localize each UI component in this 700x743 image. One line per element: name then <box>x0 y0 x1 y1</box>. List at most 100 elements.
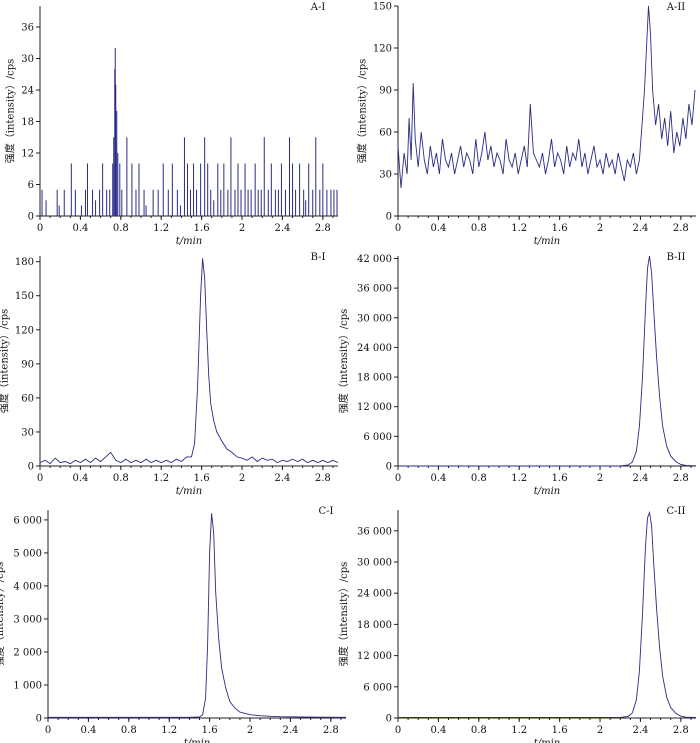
x-axis-title: t/min <box>534 738 561 743</box>
x-tick-label: 0 <box>45 725 51 736</box>
x-tick-label: 2.8 <box>323 725 339 736</box>
chart-panel-A-I: 0 0.4 0.8 1.2 1.6 2 2.4 2.8 0 6 12 18 24 30 36 t/min 强度（… <box>4 2 338 247</box>
y-tick-label: 5 000 <box>13 548 42 559</box>
y-tick-label: 90 <box>21 359 34 370</box>
x-tick-label: 1.2 <box>511 725 527 736</box>
y-tick-label: 30 <box>21 54 34 65</box>
y-tick-label: 18 000 <box>357 373 392 384</box>
y-tick-label: 6 <box>28 180 34 191</box>
panel-label: A-II <box>666 2 686 13</box>
y-tick-label: 120 <box>15 325 34 336</box>
y-tick-label: 36 000 <box>357 284 392 295</box>
x-axis-title: t/min <box>176 486 203 497</box>
y-tick-label: 12 <box>21 149 34 160</box>
x-tick-label: 2.8 <box>673 473 689 484</box>
y-tick-label: 0 <box>386 714 392 725</box>
chromatogram-trace <box>397 5 696 189</box>
x-tick-label: 0.4 <box>430 725 446 736</box>
panel-label: A-I <box>310 2 326 13</box>
x-tick-label: 0.8 <box>471 223 487 234</box>
y-tick-label: 30 000 <box>357 313 392 324</box>
y-tick-label: 2 000 <box>13 647 42 658</box>
panel-label: B-I <box>311 252 326 263</box>
x-tick-label: 0.4 <box>80 725 96 736</box>
y-axis-title: 强度（intensity）/cps <box>337 562 350 667</box>
x-tick-label: 0 <box>395 725 401 736</box>
x-tick-label: 0.4 <box>72 223 88 234</box>
chart-panel-C-II: 0 0.4 0.8 1.2 1.6 2 2.4 2.8 0 6 000 12 000 18 000 24… <box>337 506 697 743</box>
x-tick-label: 1.2 <box>153 223 169 234</box>
x-tick-label: 2.8 <box>315 473 331 484</box>
x-tick-label: 1.6 <box>194 473 210 484</box>
y-tick-label: 24 000 <box>357 343 392 354</box>
y-tick-label: 90 <box>379 86 392 97</box>
x-tick-label: 1.2 <box>153 473 169 484</box>
x-tick-label: 0 <box>395 473 401 484</box>
x-tick-label: 0 <box>395 223 401 234</box>
x-tick-label: 2 <box>247 725 253 736</box>
x-tick-label: 0.8 <box>471 725 487 736</box>
x-tick-label: 1.6 <box>552 223 568 234</box>
y-tick-label: 36 <box>21 23 34 34</box>
x-tick-label: 2.8 <box>673 725 689 736</box>
y-tick-label: 0 <box>28 462 34 473</box>
y-tick-label: 6 000 <box>363 432 392 443</box>
x-axis-title: t/min <box>534 236 561 247</box>
x-tick-label: 2 <box>597 725 603 736</box>
panel-label: B-II <box>667 252 686 263</box>
y-tick-label: 0 <box>386 462 392 473</box>
y-axis-title: 强度（intensity）/cps <box>0 562 6 667</box>
y-tick-label: 150 <box>15 291 34 302</box>
x-tick-label: 0.8 <box>113 473 129 484</box>
y-tick-label: 150 <box>373 2 392 13</box>
y-tick-label: 60 <box>21 393 34 404</box>
y-axis-title: 强度（intensity）/cps <box>0 309 10 414</box>
y-tick-label: 18 000 <box>357 620 392 631</box>
x-tick-label: 1.6 <box>194 223 210 234</box>
chromatogram-trace <box>398 255 697 467</box>
x-axis-title: t/min <box>184 738 211 743</box>
x-tick-label: 1.2 <box>161 725 177 736</box>
x-tick-label: 0.8 <box>113 223 129 234</box>
y-axis-title: 强度（intensity）/cps <box>337 309 350 414</box>
y-tick-label: 42 000 <box>357 254 392 265</box>
x-tick-label: 1.6 <box>552 725 568 736</box>
chart-panel-B-I: 0 0.4 0.8 1.2 1.6 2 2.4 2.8 0 30 60 90 120 150 180 t/mi… <box>0 252 339 497</box>
y-tick-label: 0 <box>28 212 34 223</box>
panel-label: C-II <box>667 506 686 517</box>
x-tick-label: 0.4 <box>430 473 446 484</box>
x-tick-label: 2.4 <box>632 473 648 484</box>
x-tick-label: 2.4 <box>274 223 290 234</box>
x-tick-label: 1.6 <box>202 725 218 736</box>
y-tick-label: 18 <box>21 117 34 128</box>
y-tick-label: 6 000 <box>363 682 392 693</box>
x-tick-label: 0 <box>37 223 43 234</box>
spike-series <box>41 48 338 216</box>
y-axis-title: 强度（intensity）/cps <box>4 59 17 164</box>
x-tick-label: 1.2 <box>511 473 527 484</box>
panel-label: C-I <box>319 506 334 517</box>
x-axis-title: t/min <box>176 236 203 247</box>
x-tick-label: 2.4 <box>282 725 298 736</box>
x-axis-title: t/min <box>534 486 561 497</box>
y-tick-label: 12 000 <box>357 402 392 413</box>
y-tick-label: 30 <box>379 170 392 181</box>
y-tick-label: 3 000 <box>13 614 42 625</box>
y-tick-label: 1 000 <box>13 680 42 691</box>
x-tick-label: 2.8 <box>315 223 331 234</box>
y-axis-title: 强度（intensity）/cps <box>355 59 368 164</box>
chromatogram-trace <box>398 510 697 718</box>
x-tick-label: 0.8 <box>471 473 487 484</box>
y-tick-label: 180 <box>15 257 34 268</box>
x-tick-label: 2.4 <box>632 223 648 234</box>
x-tick-label: 2 <box>239 223 245 234</box>
chart-panel-A-II: 0 0.4 0.8 1.2 1.6 2 2.4 2.8 0 30 60 90 120 150 t/min 强度… <box>355 2 696 247</box>
y-tick-label: 6 000 <box>13 515 42 526</box>
x-tick-label: 2.4 <box>632 725 648 736</box>
x-tick-label: 2.4 <box>274 473 290 484</box>
chromatogram-trace <box>39 258 339 465</box>
y-tick-label: 24 <box>21 86 34 97</box>
y-tick-label: 60 <box>379 128 392 139</box>
x-tick-label: 1.2 <box>511 223 527 234</box>
chart-panel-B-II: 0 0.4 0.8 1.2 1.6 2 2.4 2.8 0 6 000 12 000 18 000 24… <box>337 252 697 497</box>
